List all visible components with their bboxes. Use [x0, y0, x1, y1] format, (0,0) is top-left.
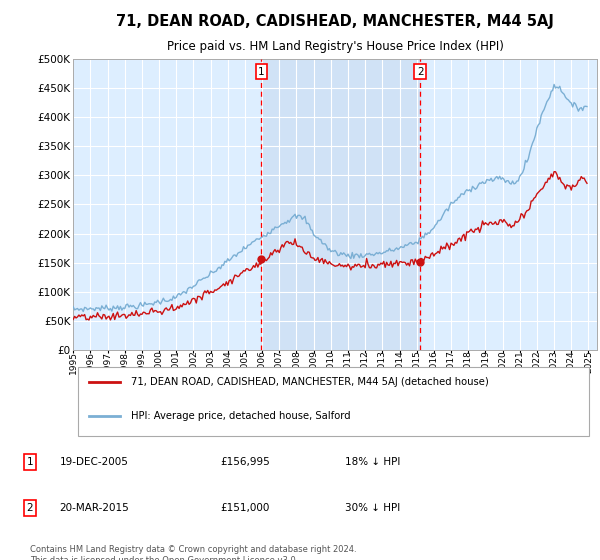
- Text: 1995: 1995: [68, 351, 77, 374]
- Text: 20-MAR-2015: 20-MAR-2015: [59, 503, 129, 513]
- Text: 2024: 2024: [567, 351, 576, 373]
- Text: 2004: 2004: [223, 351, 232, 374]
- Text: 1996: 1996: [86, 351, 95, 374]
- Text: 2002: 2002: [189, 351, 198, 374]
- Text: £156,995: £156,995: [220, 457, 269, 467]
- Text: 2005: 2005: [241, 351, 250, 374]
- Text: £151,000: £151,000: [220, 503, 269, 513]
- Text: 71, DEAN ROAD, CADISHEAD, MANCHESTER, M44 5AJ: 71, DEAN ROAD, CADISHEAD, MANCHESTER, M4…: [116, 14, 554, 29]
- Text: 1: 1: [26, 457, 33, 467]
- Text: 2020: 2020: [498, 351, 507, 374]
- FancyBboxPatch shape: [79, 367, 589, 436]
- Text: Contains HM Land Registry data © Crown copyright and database right 2024.
This d: Contains HM Land Registry data © Crown c…: [30, 545, 356, 560]
- Text: 2010: 2010: [326, 351, 335, 374]
- Text: 2: 2: [26, 503, 33, 513]
- Text: 1998: 1998: [120, 351, 129, 374]
- Text: 1997: 1997: [103, 351, 112, 374]
- Text: Price paid vs. HM Land Registry's House Price Index (HPI): Price paid vs. HM Land Registry's House …: [167, 40, 503, 53]
- Text: 1: 1: [258, 67, 265, 77]
- Text: 2008: 2008: [292, 351, 301, 374]
- Text: 2018: 2018: [464, 351, 473, 374]
- Text: 2006: 2006: [257, 351, 266, 374]
- Text: 2011: 2011: [343, 351, 352, 374]
- Text: 18% ↓ HPI: 18% ↓ HPI: [344, 457, 400, 467]
- Text: 19-DEC-2005: 19-DEC-2005: [59, 457, 128, 467]
- Text: 2003: 2003: [206, 351, 215, 374]
- Text: 2013: 2013: [378, 351, 387, 374]
- Text: 2016: 2016: [430, 351, 439, 374]
- Text: 2017: 2017: [446, 351, 455, 374]
- Text: 30% ↓ HPI: 30% ↓ HPI: [344, 503, 400, 513]
- Text: 2009: 2009: [309, 351, 318, 374]
- Text: 2: 2: [417, 67, 424, 77]
- Text: 2014: 2014: [395, 351, 404, 374]
- Text: 2015: 2015: [412, 351, 421, 374]
- Text: 2025: 2025: [584, 351, 593, 374]
- Text: 2021: 2021: [515, 351, 524, 374]
- Text: 2000: 2000: [155, 351, 164, 374]
- Text: 2007: 2007: [275, 351, 284, 374]
- Text: 2022: 2022: [532, 351, 541, 373]
- Text: 2019: 2019: [481, 351, 490, 374]
- Text: 2023: 2023: [550, 351, 559, 374]
- Text: 2012: 2012: [361, 351, 370, 374]
- Text: HPI: Average price, detached house, Salford: HPI: Average price, detached house, Salf…: [131, 411, 350, 421]
- Text: 2001: 2001: [172, 351, 181, 374]
- Text: 1999: 1999: [137, 351, 146, 374]
- Text: 71, DEAN ROAD, CADISHEAD, MANCHESTER, M44 5AJ (detached house): 71, DEAN ROAD, CADISHEAD, MANCHESTER, M4…: [131, 377, 488, 388]
- Bar: [262, 59, 420, 350]
